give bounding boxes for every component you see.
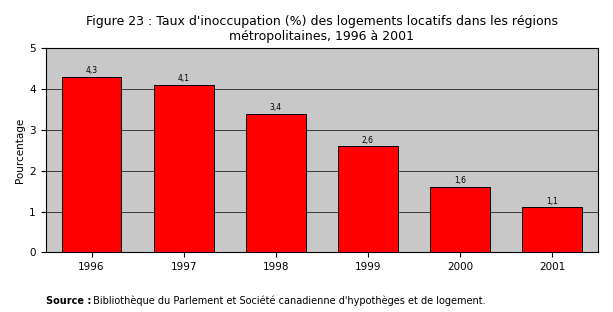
- Text: 1,6: 1,6: [454, 176, 466, 185]
- Title: Figure 23 : Taux d'inoccupation (%) des logements locatifs dans les régions
métr: Figure 23 : Taux d'inoccupation (%) des …: [86, 15, 558, 43]
- Bar: [430, 187, 490, 252]
- Bar: [62, 77, 121, 252]
- Text: 3,4: 3,4: [270, 103, 282, 112]
- Bar: [522, 207, 582, 252]
- Bar: [338, 146, 398, 252]
- Text: 1,1: 1,1: [546, 197, 558, 206]
- Text: 4,3: 4,3: [85, 66, 97, 75]
- Text: Source :: Source :: [45, 296, 91, 306]
- Bar: [246, 114, 306, 252]
- Bar: [154, 85, 213, 252]
- Text: 2,6: 2,6: [362, 136, 374, 145]
- Text: 4,1: 4,1: [178, 75, 189, 83]
- Text: Bibliothèque du Parlement et Société canadienne d'hypothèges et de logement.: Bibliothèque du Parlement et Société can…: [90, 295, 486, 306]
- Y-axis label: Pourcentage: Pourcentage: [15, 118, 25, 183]
